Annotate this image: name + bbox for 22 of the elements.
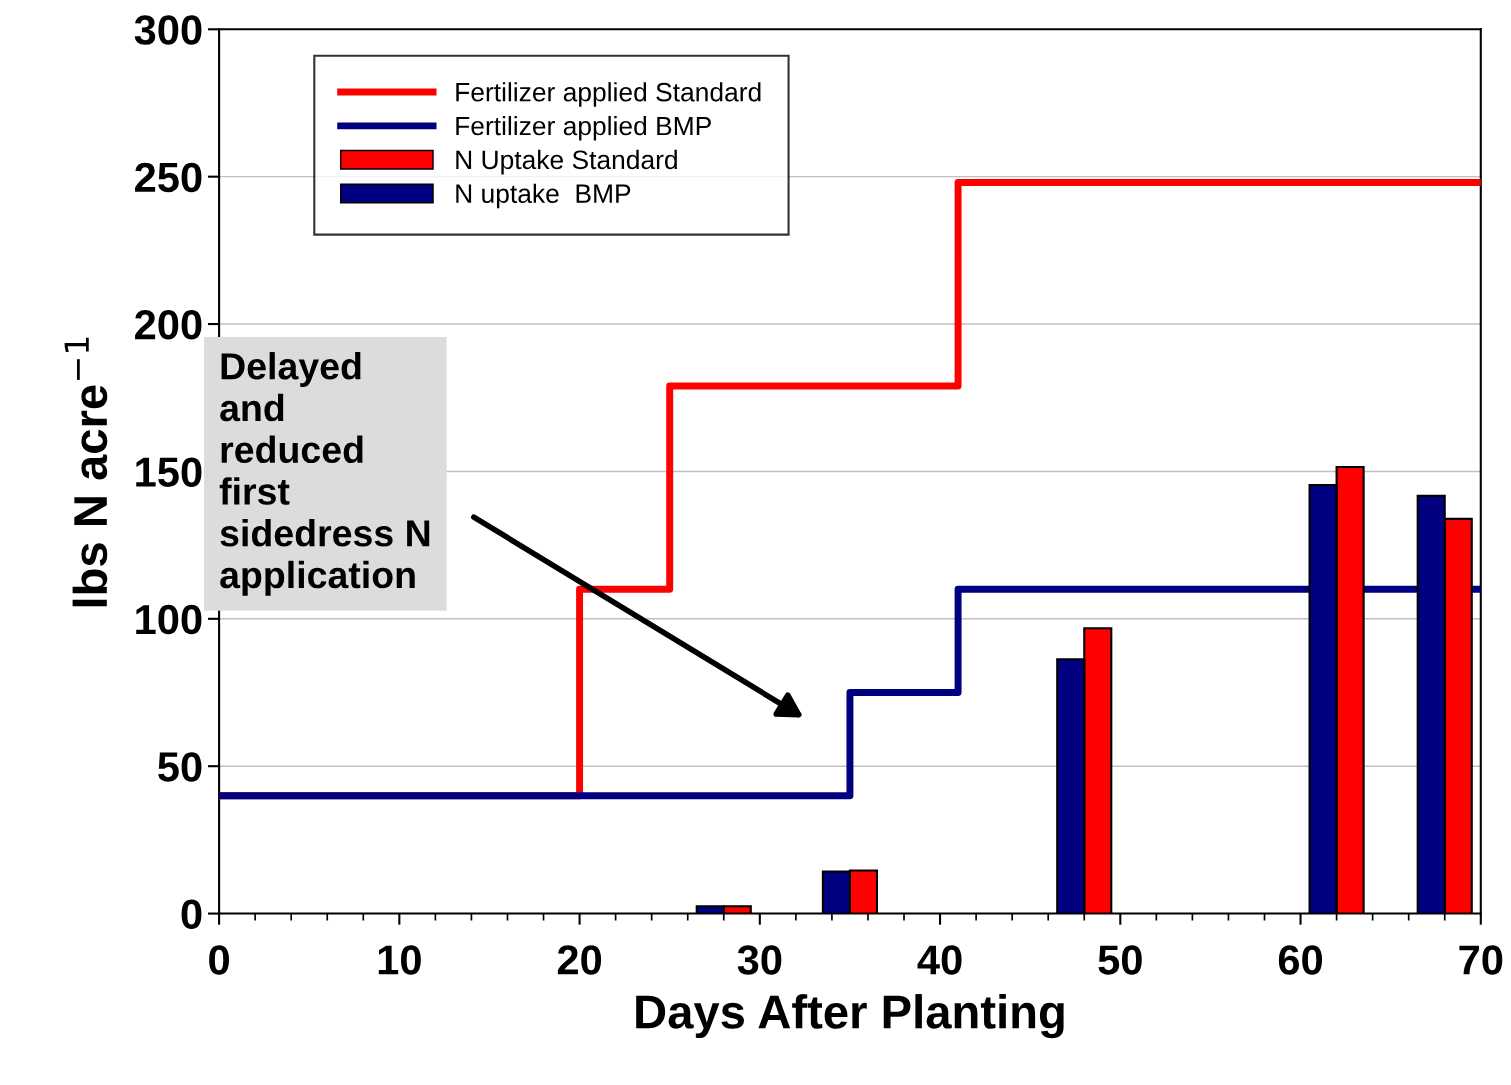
legend-label: N uptake BMP <box>456 183 631 209</box>
y-tick-label: 150 <box>136 457 202 487</box>
y-tick-label: 0 <box>181 899 202 930</box>
legend-label: N Uptake Standard <box>456 149 677 175</box>
x-tick-label: 60 <box>1278 945 1323 975</box>
annotation: Delayed and reduced first sidedress N application <box>219 352 430 596</box>
x-tick-label: 10 <box>378 945 421 975</box>
x-tick-label: 30 <box>737 945 782 975</box>
x-tick-label: 20 <box>557 945 602 975</box>
y-tick-label: 200 <box>135 310 202 340</box>
y-tick-label: 100 <box>136 604 202 635</box>
legend-label: Fertilizer applied BMP <box>456 115 711 141</box>
y-tick-label: 50 <box>158 752 202 782</box>
x-tick-label: 50 <box>1098 945 1142 975</box>
y-axis-title: lbs N acre$^{−1}$ <box>64 337 108 607</box>
x-tick-label: 0 <box>209 945 229 975</box>
y-tick-label: 250 <box>135 162 202 193</box>
x-tick-label: 70 <box>1459 945 1503 975</box>
legend-label: Fertilizer applied Standard <box>456 82 761 107</box>
x-axis-title: Days After Planting <box>636 994 1064 1039</box>
x-tick-label: 40 <box>917 945 962 975</box>
y-tick-label: 300 <box>134 15 202 45</box>
